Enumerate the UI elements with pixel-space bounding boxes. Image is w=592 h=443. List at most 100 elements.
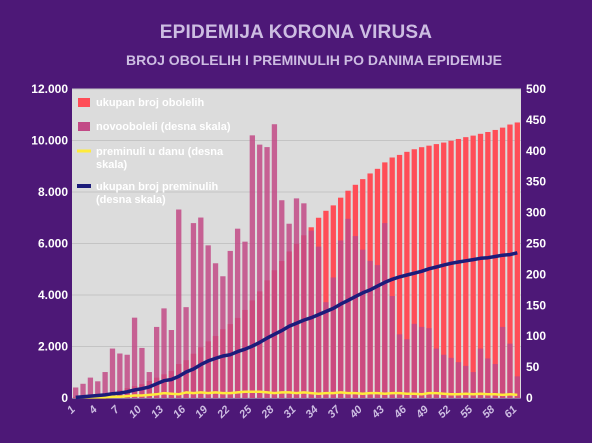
bar-new-cases — [249, 135, 255, 398]
bar-new-cases — [153, 326, 160, 398]
bar-new-cases — [396, 334, 403, 398]
x-tick-label: 58 — [480, 403, 498, 421]
x-tick-label: 49 — [413, 403, 431, 421]
bar-new-cases — [80, 383, 86, 398]
bar-new-cases — [190, 223, 197, 398]
bar-new-cases — [257, 144, 263, 398]
legend-label: ukupan broj preminulih — [96, 181, 219, 193]
bars-new-cases — [73, 124, 520, 398]
bar-new-cases — [212, 263, 219, 398]
x-tick-label: 1 — [65, 404, 78, 417]
bar-total-cases — [492, 129, 498, 398]
bar-new-cases — [470, 372, 476, 398]
legend-swatch — [78, 122, 90, 131]
bar-new-cases — [301, 203, 307, 398]
left-tick-label: 10.000 — [31, 134, 68, 148]
legend-label: ukupan broj obolelih — [96, 97, 204, 109]
chart-title: EPIDEMIJA KORONA VIRUSA — [159, 22, 433, 43]
bar-new-cases — [176, 209, 182, 398]
bar-total-cases — [470, 135, 476, 399]
bar-new-cases — [492, 364, 498, 398]
right-axis-ticks: 0 50 100 150 200 250 300 350 400 450 500 — [526, 82, 546, 405]
bar-total-cases — [477, 133, 484, 398]
x-tick-label: 16 — [171, 403, 189, 421]
bar-total-cases — [463, 137, 469, 398]
x-tick-label: 40 — [347, 403, 365, 421]
bar-new-cases — [433, 348, 440, 398]
bar-new-cases — [286, 223, 292, 398]
legend-label: skala) — [96, 159, 128, 171]
bar-new-cases — [139, 347, 145, 398]
bar-new-cases — [73, 387, 79, 398]
bar-new-cases — [227, 250, 233, 398]
bar-new-cases — [382, 223, 388, 398]
legend-label: novooboleli (desna skala) — [96, 121, 231, 133]
bar-new-cases — [455, 362, 462, 398]
bar-new-cases — [198, 217, 204, 398]
x-tick-label: 4 — [86, 404, 100, 418]
x-tick-label: 61 — [502, 404, 519, 421]
bar-new-cases — [352, 236, 359, 398]
bar-new-cases — [338, 240, 344, 398]
left-tick-label: 12.000 — [31, 82, 68, 96]
x-tick-label: 7 — [109, 403, 122, 416]
bar-new-cases — [95, 381, 101, 398]
left-tick-label: 8.000 — [38, 185, 68, 199]
bar-total-cases — [426, 145, 432, 398]
right-tick-label: 100 — [526, 329, 546, 343]
bar-new-cases — [264, 147, 270, 398]
bar-new-cases — [293, 198, 300, 398]
left-tick-label: 0 — [61, 391, 68, 405]
bar-new-cases — [418, 326, 425, 398]
x-tick-label: 10 — [127, 403, 145, 421]
left-tick-label: 4.000 — [38, 288, 68, 302]
line-daily-deaths — [75, 390, 518, 399]
bar-new-cases — [102, 372, 108, 398]
x-tick-label: 31 — [281, 404, 298, 421]
x-tick-label: 52 — [436, 404, 453, 421]
bar-new-cases — [367, 260, 373, 398]
x-tick-label: 34 — [304, 404, 321, 421]
x-tick-label: 55 — [458, 403, 476, 421]
bar-new-cases — [374, 265, 381, 398]
x-tick-label: 37 — [326, 403, 344, 421]
legend-label: (desna skala) — [96, 194, 166, 206]
bar-new-cases — [477, 348, 484, 398]
x-axis-ticks: 1 4 7 10 13 16 19 22 25 28 31 34 37 40 43 46 49 52 55 58 61 — [65, 403, 519, 421]
bar-new-cases — [109, 348, 116, 398]
bar-new-cases — [404, 339, 410, 398]
right-tick-label: 450 — [526, 113, 546, 127]
right-tick-label: 250 — [526, 237, 546, 251]
bar-new-cases — [308, 230, 314, 398]
x-tick-label: 22 — [215, 404, 233, 422]
bar-new-cases — [234, 228, 241, 398]
chart-subtitle: BROJ OBOLELIH I PREMINULIH PO DANIMA EPI… — [126, 52, 502, 68]
right-tick-label: 0 — [526, 391, 533, 405]
legend: ukupan broj obolelih novooboleli (desna s… — [77, 97, 231, 206]
bar-new-cases — [124, 354, 130, 398]
bar-total-cases — [499, 127, 506, 398]
bar-total-cases — [433, 144, 440, 398]
left-tick-label: 6.000 — [38, 237, 68, 251]
x-tick-label: 19 — [193, 403, 211, 421]
legend-label: preminuli u danu (desna — [96, 146, 224, 158]
bar-new-cases — [271, 124, 278, 398]
bar-total-cases — [448, 140, 454, 398]
bar-new-cases — [323, 302, 329, 398]
bar-new-cases — [507, 343, 513, 398]
left-tick-label: 2.000 — [38, 340, 68, 354]
bar-new-cases — [330, 277, 336, 398]
left-axis-ticks: 0 2.000 4.000 6.000 8.000 10.000 12.000 — [31, 82, 68, 405]
bar-new-cases — [411, 323, 417, 398]
right-tick-label: 350 — [526, 175, 546, 189]
bar-total-cases — [514, 122, 520, 398]
bar-total-cases — [507, 124, 513, 398]
right-tick-label: 200 — [526, 267, 546, 281]
bar-new-cases — [131, 317, 138, 398]
bar-new-cases — [168, 330, 175, 398]
right-tick-label: 500 — [526, 82, 546, 96]
right-tick-label: 50 — [526, 360, 540, 374]
bar-new-cases — [360, 249, 366, 398]
